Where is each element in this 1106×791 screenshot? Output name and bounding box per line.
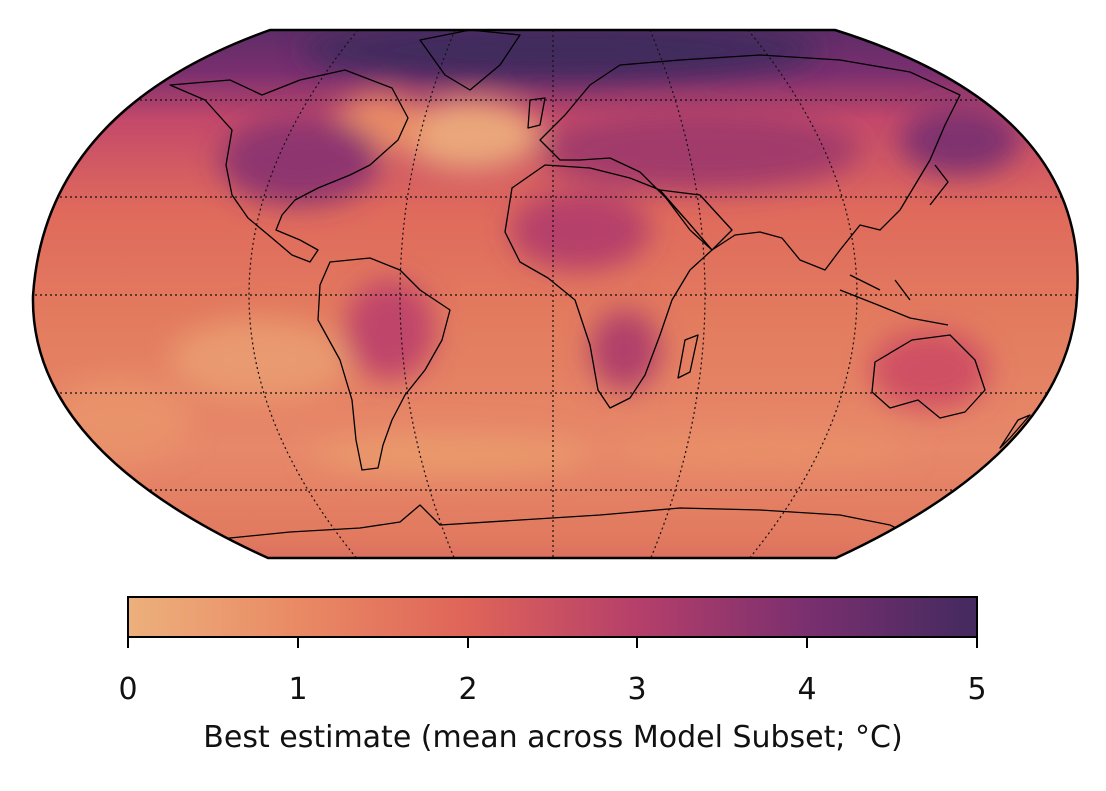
coast-japan: [929, 164, 949, 206]
graticule-meridian-120w: [248, 30, 359, 558]
coast-madagascar: [677, 334, 699, 379]
colorbar-tick-label-0: 0: [118, 672, 138, 707]
coast-arabia: [659, 189, 733, 251]
graticule-meridian-60e: [649, 30, 706, 558]
coast-africa: [504, 164, 713, 409]
map-border: [31, 28, 1079, 560]
field-anomalies: [50, 30, 1020, 475]
graticule-meridian-120e: [747, 30, 858, 558]
colorbar-label: Best estimate (mean across Model Subset;…: [203, 720, 903, 755]
colorbar-ticks: [127, 637, 978, 648]
colorbar-tick-label-4: 4: [797, 672, 817, 707]
temperature-field: [32, 30, 1078, 558]
coast-australia: [871, 334, 986, 419]
coast-eurasia: [539, 54, 961, 271]
coastlines: [169, 30, 1031, 541]
graticule-meridian-60w: [399, 30, 456, 558]
coast-greenland: [419, 30, 521, 91]
colorbar-tick-label-3: 3: [627, 672, 647, 707]
coast-indonesia: [839, 274, 949, 326]
colorbar-tick-label-2: 2: [458, 672, 478, 707]
colorbar-tick-label-5: 5: [967, 672, 987, 707]
coast-uk: [527, 97, 546, 129]
coast-south-america: [317, 257, 451, 471]
colorbar-gradient: [127, 596, 978, 638]
coast-antarctica: [209, 504, 921, 541]
coast-north-america: [169, 69, 409, 263]
coast-new-zealand: [999, 414, 1031, 449]
colorbar: [127, 596, 978, 648]
colorbar-tick-label-1: 1: [288, 672, 308, 707]
